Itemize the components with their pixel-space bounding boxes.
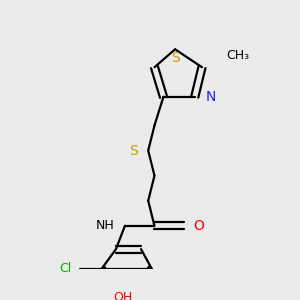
Text: CH₃: CH₃: [226, 49, 249, 62]
Text: OH: OH: [113, 291, 133, 300]
Text: S: S: [129, 144, 137, 158]
Text: Cl: Cl: [59, 262, 71, 275]
Text: NH: NH: [95, 219, 114, 232]
Text: O: O: [193, 219, 204, 233]
Text: N: N: [206, 90, 216, 104]
Text: S: S: [171, 51, 179, 65]
